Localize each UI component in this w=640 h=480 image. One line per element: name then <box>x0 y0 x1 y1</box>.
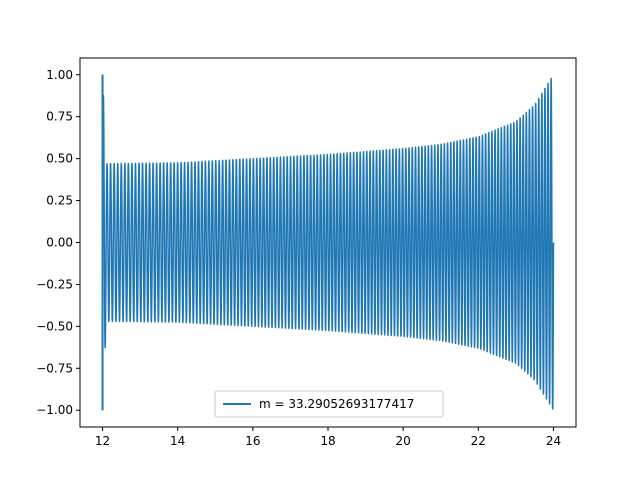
x-tick-label: 12 <box>95 434 110 448</box>
y-tick-label: −0.25 <box>36 277 73 291</box>
x-tick-label: 16 <box>245 434 260 448</box>
series-layer <box>101 74 555 411</box>
y-tick-label: −1.00 <box>36 403 73 417</box>
series-line-0 <box>101 74 555 410</box>
x-tick-label: 14 <box>170 434 185 448</box>
legend: m = 33.29052693177417 <box>214 390 444 418</box>
y-tick-label: 0.50 <box>46 152 73 166</box>
y-tick-label: 0.75 <box>46 110 73 124</box>
y-tick-label: 0.00 <box>46 236 73 250</box>
legend-box <box>214 390 444 418</box>
y-tick-label: 0.25 <box>46 194 73 208</box>
y-tick-label: −0.50 <box>36 319 73 333</box>
y-tick-label: 1.00 <box>46 68 73 82</box>
x-axis: 12 14 16 18 20 22 24 <box>95 427 561 448</box>
x-tick-label: 18 <box>320 434 335 448</box>
y-tick-label: −0.75 <box>36 361 73 375</box>
x-tick-label: 24 <box>546 434 561 448</box>
legend-label: m = 33.29052693177417 <box>259 397 414 411</box>
y-axis: 1.00 0.75 0.50 0.25 0.00 −0.25 −0.50 −0.75 −1.00 <box>36 68 80 417</box>
x-tick-label: 22 <box>471 434 486 448</box>
x-tick-label: 20 <box>396 434 411 448</box>
